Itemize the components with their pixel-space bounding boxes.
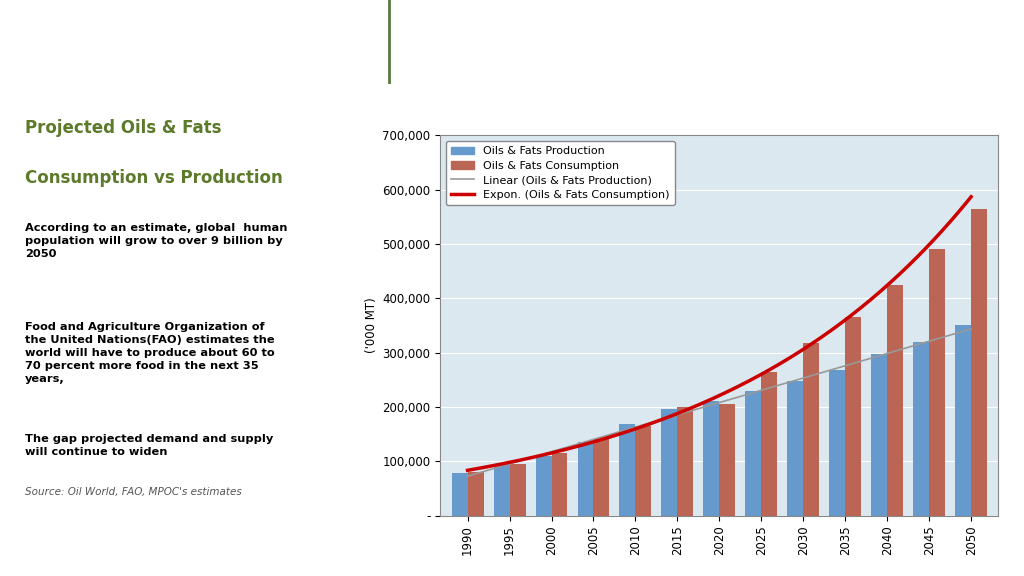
Bar: [578, 442, 594, 516]
Text: According to an estimate, global  human
population will grow to over 9 billion b: According to an estimate, global human p…: [26, 223, 288, 259]
Line: Expon. (Oils & Fats Consumption): Expon. (Oils & Fats Consumption): [468, 197, 971, 471]
Line: Linear (Oils & Fats Production): Linear (Oils & Fats Production): [468, 329, 971, 476]
Text: The gap projected demand and supply
will continue to widen: The gap projected demand and supply will…: [26, 434, 273, 457]
Text: Source: Oil World, FAO, MPOC's estimates: Source: Oil World, FAO, MPOC's estimates: [26, 487, 242, 497]
Linear (Oils & Fats Production): [481, 467, 494, 473]
Bar: [594, 439, 609, 516]
Linear (Oils & Fats Production): [555, 445, 567, 452]
Expon. (Oils & Fats Consumption): [886, 278, 898, 285]
Linear (Oils & Fats Production): [940, 333, 952, 340]
Bar: [620, 425, 636, 516]
Bar: [929, 249, 945, 516]
Bar: [552, 453, 567, 516]
Bar: [829, 370, 845, 516]
Bar: [468, 472, 483, 516]
Bar: [636, 426, 651, 516]
Text: Projected Oils & Fats: Projected Oils & Fats: [26, 119, 221, 138]
Bar: [761, 372, 777, 516]
Bar: [887, 285, 903, 516]
Bar: [494, 465, 510, 516]
Bar: [971, 209, 987, 516]
Bar: [745, 391, 761, 516]
Expon. (Oils & Fats Consumption): [462, 467, 474, 474]
Text: Consumption vs Production: Consumption vs Production: [26, 169, 283, 187]
Expon. (Oils & Fats Consumption): [918, 247, 930, 253]
Bar: [452, 473, 468, 516]
Y-axis label: ('000 MT): ('000 MT): [366, 298, 378, 353]
Bar: [913, 342, 929, 516]
Expon. (Oils & Fats Consumption): [965, 194, 977, 200]
Bar: [787, 381, 803, 516]
Legend: Oils & Fats Production, Oils & Fats Consumption, Linear (Oils & Fats Production): Oils & Fats Production, Oils & Fats Cons…: [445, 141, 675, 206]
Linear (Oils & Fats Production): [462, 473, 474, 480]
Bar: [719, 404, 735, 516]
Linear (Oils & Fats Production): [492, 464, 504, 471]
Expon. (Oils & Fats Consumption): [770, 363, 782, 370]
Bar: [955, 325, 971, 516]
Bar: [510, 464, 525, 516]
Expon. (Oils & Fats Consumption): [761, 367, 773, 374]
Bar: [662, 409, 678, 516]
Bar: [803, 343, 819, 516]
Text: THE TRANSFORMATIVE POWER OF OIL PALM: THE TRANSFORMATIVE POWER OF OIL PALM: [451, 35, 896, 52]
Text: Food and Agriculture Organization of
the United Nations(FAO) estimates the
world: Food and Agriculture Organization of the…: [26, 321, 274, 384]
Bar: [845, 317, 861, 516]
Bar: [871, 354, 887, 516]
Bar: [678, 407, 693, 516]
Bar: [703, 401, 719, 516]
Linear (Oils & Fats Production): [922, 338, 934, 345]
Bar: [536, 456, 552, 516]
Linear (Oils & Fats Production): [965, 325, 977, 332]
Expon. (Oils & Fats Consumption): [463, 467, 475, 473]
Linear (Oils & Fats Production): [596, 434, 608, 441]
Text: 26 - 30 September, 2022 | Cartagena de Indias: 26 - 30 September, 2022 | Cartagena de I…: [348, 547, 676, 562]
Expon. (Oils & Fats Consumption): [760, 369, 772, 376]
